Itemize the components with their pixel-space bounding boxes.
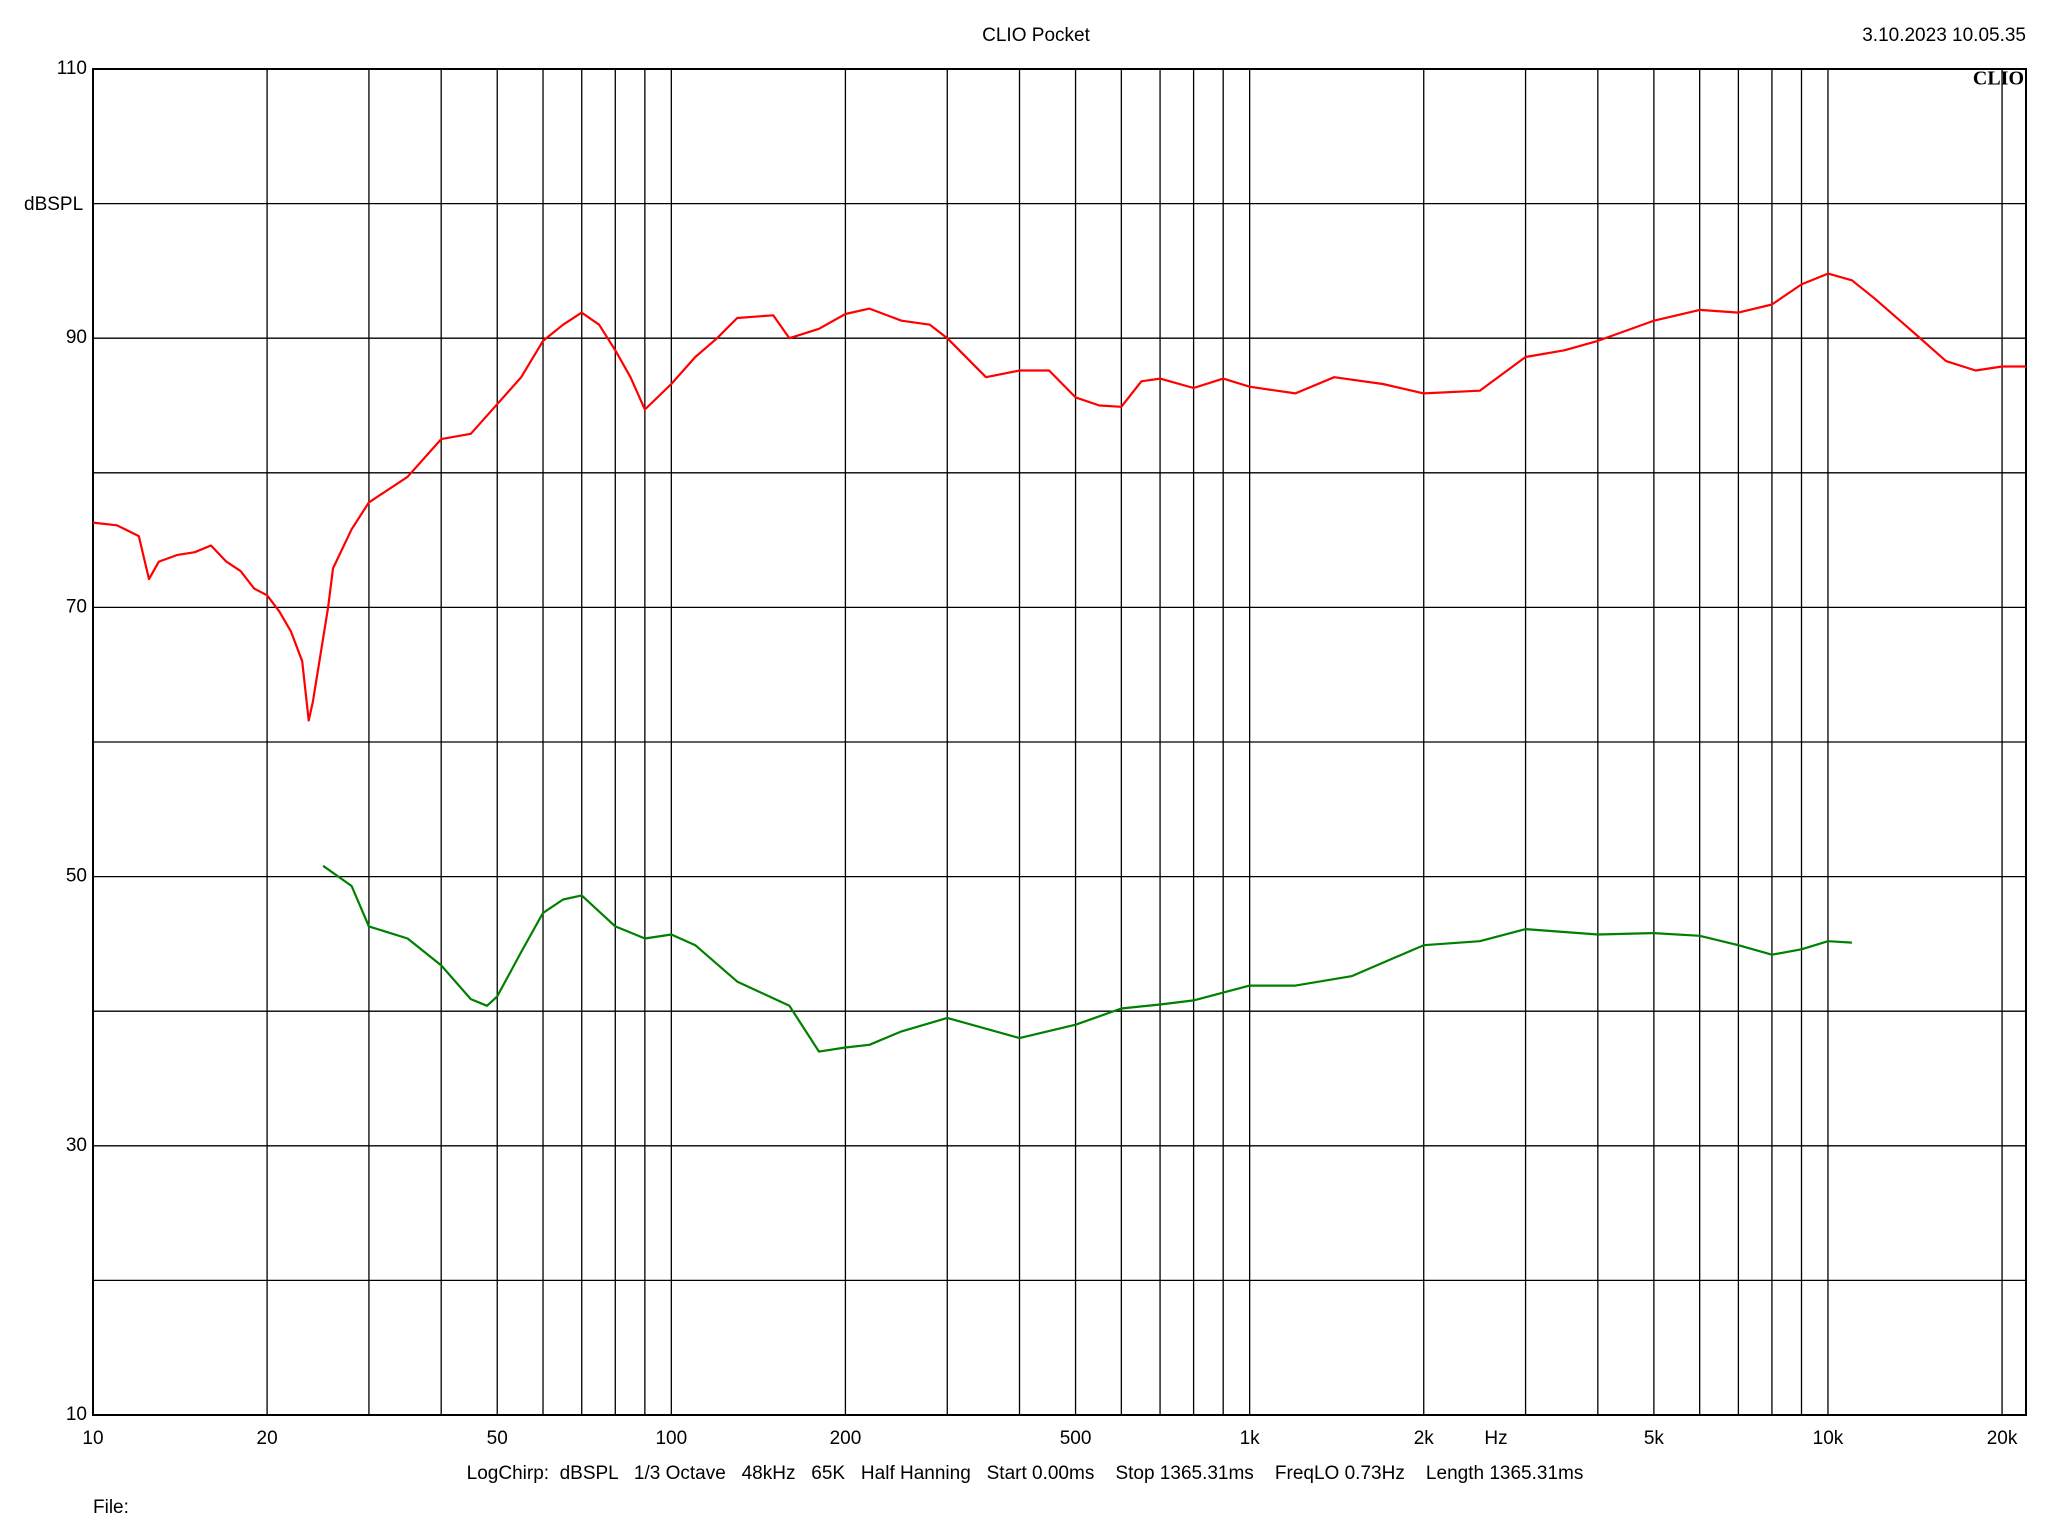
x-tick-label: 20 bbox=[257, 1428, 278, 1449]
y-tick-label: 70 bbox=[66, 596, 87, 617]
timestamp: 3.10.2023 10.05.35 bbox=[1862, 25, 2026, 46]
file-label: File: bbox=[93, 1497, 129, 1518]
logo: CLIO bbox=[1973, 68, 2024, 90]
x-tick-label: 2k bbox=[1414, 1428, 1435, 1449]
y-tick-label: 90 bbox=[66, 327, 87, 348]
x-tick-label: 200 bbox=[830, 1428, 862, 1449]
y-tick-label: 10 bbox=[66, 1404, 87, 1425]
x-tick-label: 10 bbox=[82, 1428, 103, 1449]
y-tick-label: 50 bbox=[66, 866, 87, 887]
x-tick-label: 20k bbox=[1987, 1428, 2018, 1449]
series-line bbox=[92, 272, 2026, 722]
y-tick-label: 30 bbox=[66, 1135, 87, 1156]
x-tick-label: 5k bbox=[1644, 1428, 1665, 1449]
y-axis-label: dBSPL bbox=[24, 194, 83, 215]
settings-line: LogChirp: dBSPL 1/3 Octave 48kHz 65K Hal… bbox=[467, 1463, 1584, 1484]
x-tick-label: 500 bbox=[1060, 1428, 1092, 1449]
x-tick-label: 10k bbox=[1813, 1428, 1844, 1449]
chart-title: CLIO Pocket bbox=[982, 25, 1090, 46]
x-tick-label: 100 bbox=[655, 1428, 687, 1449]
y-tick-label: 110 bbox=[57, 58, 87, 79]
x-tick-label: 1k bbox=[1240, 1428, 1261, 1449]
x-tick-label: 50 bbox=[487, 1428, 508, 1449]
x-axis-label: Hz bbox=[1484, 1428, 1507, 1449]
series-line bbox=[322, 864, 1852, 1053]
